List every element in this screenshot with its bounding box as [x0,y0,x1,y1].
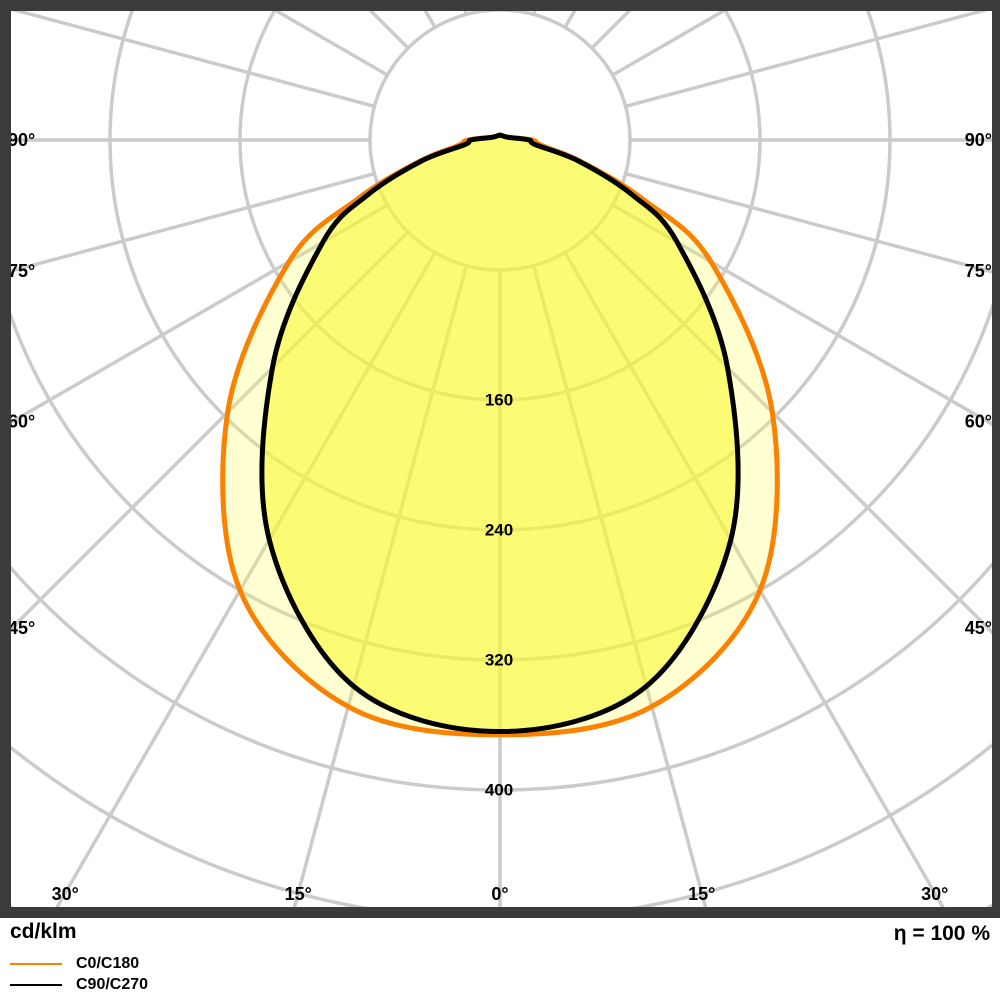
legend-item-c0-c180: C0/C180 [10,953,148,974]
radial-labels: 160 240 320 400 [485,391,513,800]
angle-label-left: 90° [8,130,35,150]
angle-label-right: 60° [965,412,992,432]
angle-label-bottom: 30° [921,884,948,904]
angle-label-bottom: 15° [285,884,312,904]
curve-c90-c270 [259,132,741,734]
polar-chart-canvas: 160 240 320 400 90° 75° 60° 45° 90° 75° 60° 45° 30° 1… [0,0,1000,918]
legend: C0/C180 C90/C270 [10,953,148,995]
legend-line-c0-c180-icon [10,962,62,965]
plot-frame [0,0,1000,918]
frame-left [0,0,11,918]
grid-spoke [625,11,989,109]
radial-tick-label: 160 [485,391,513,410]
radial-tick-label: 320 [485,651,513,670]
angle-label-right: 75° [965,261,992,281]
curves-layer [220,132,780,738]
grid-spoke [590,230,992,635]
unit-label: cd/klm [10,920,77,943]
angle-label-left: 45° [8,618,35,638]
legend-line-c90-c270-icon [10,983,62,986]
legend-label-c0-c180: C0/C180 [76,954,140,972]
grid-spoke [11,203,389,425]
angle-label-right: 45° [965,618,992,638]
radial-tick-label: 400 [485,781,513,800]
radial-tick-label: 240 [485,521,513,540]
frame-bottom [0,907,1000,918]
frame-top [0,0,1000,11]
angle-label-bottom: 0° [491,884,508,904]
grid-spoke [11,171,375,273]
angle-label-left: 75° [8,261,35,281]
angle-label-bottom: 30° [52,884,79,904]
efficiency-label: η = 100 % [893,922,990,945]
grid-spoke [11,230,410,632]
grid-spoke [625,171,992,274]
angle-label-left: 60° [8,412,35,432]
angle-labels: 90° 75° 60° 45° 90° 75° 60° 45° 30° 15° 0° 15° 30° [8,130,992,904]
grid-spoke [11,11,375,109]
legend-item-c90-c270: C90/C270 [10,974,148,995]
grid-spoke [611,203,992,427]
frame-right [992,0,1000,918]
angle-label-bottom: 15° [688,884,715,904]
angle-label-right: 90° [965,130,992,150]
legend-label-c90-c270: C90/C270 [76,975,149,993]
